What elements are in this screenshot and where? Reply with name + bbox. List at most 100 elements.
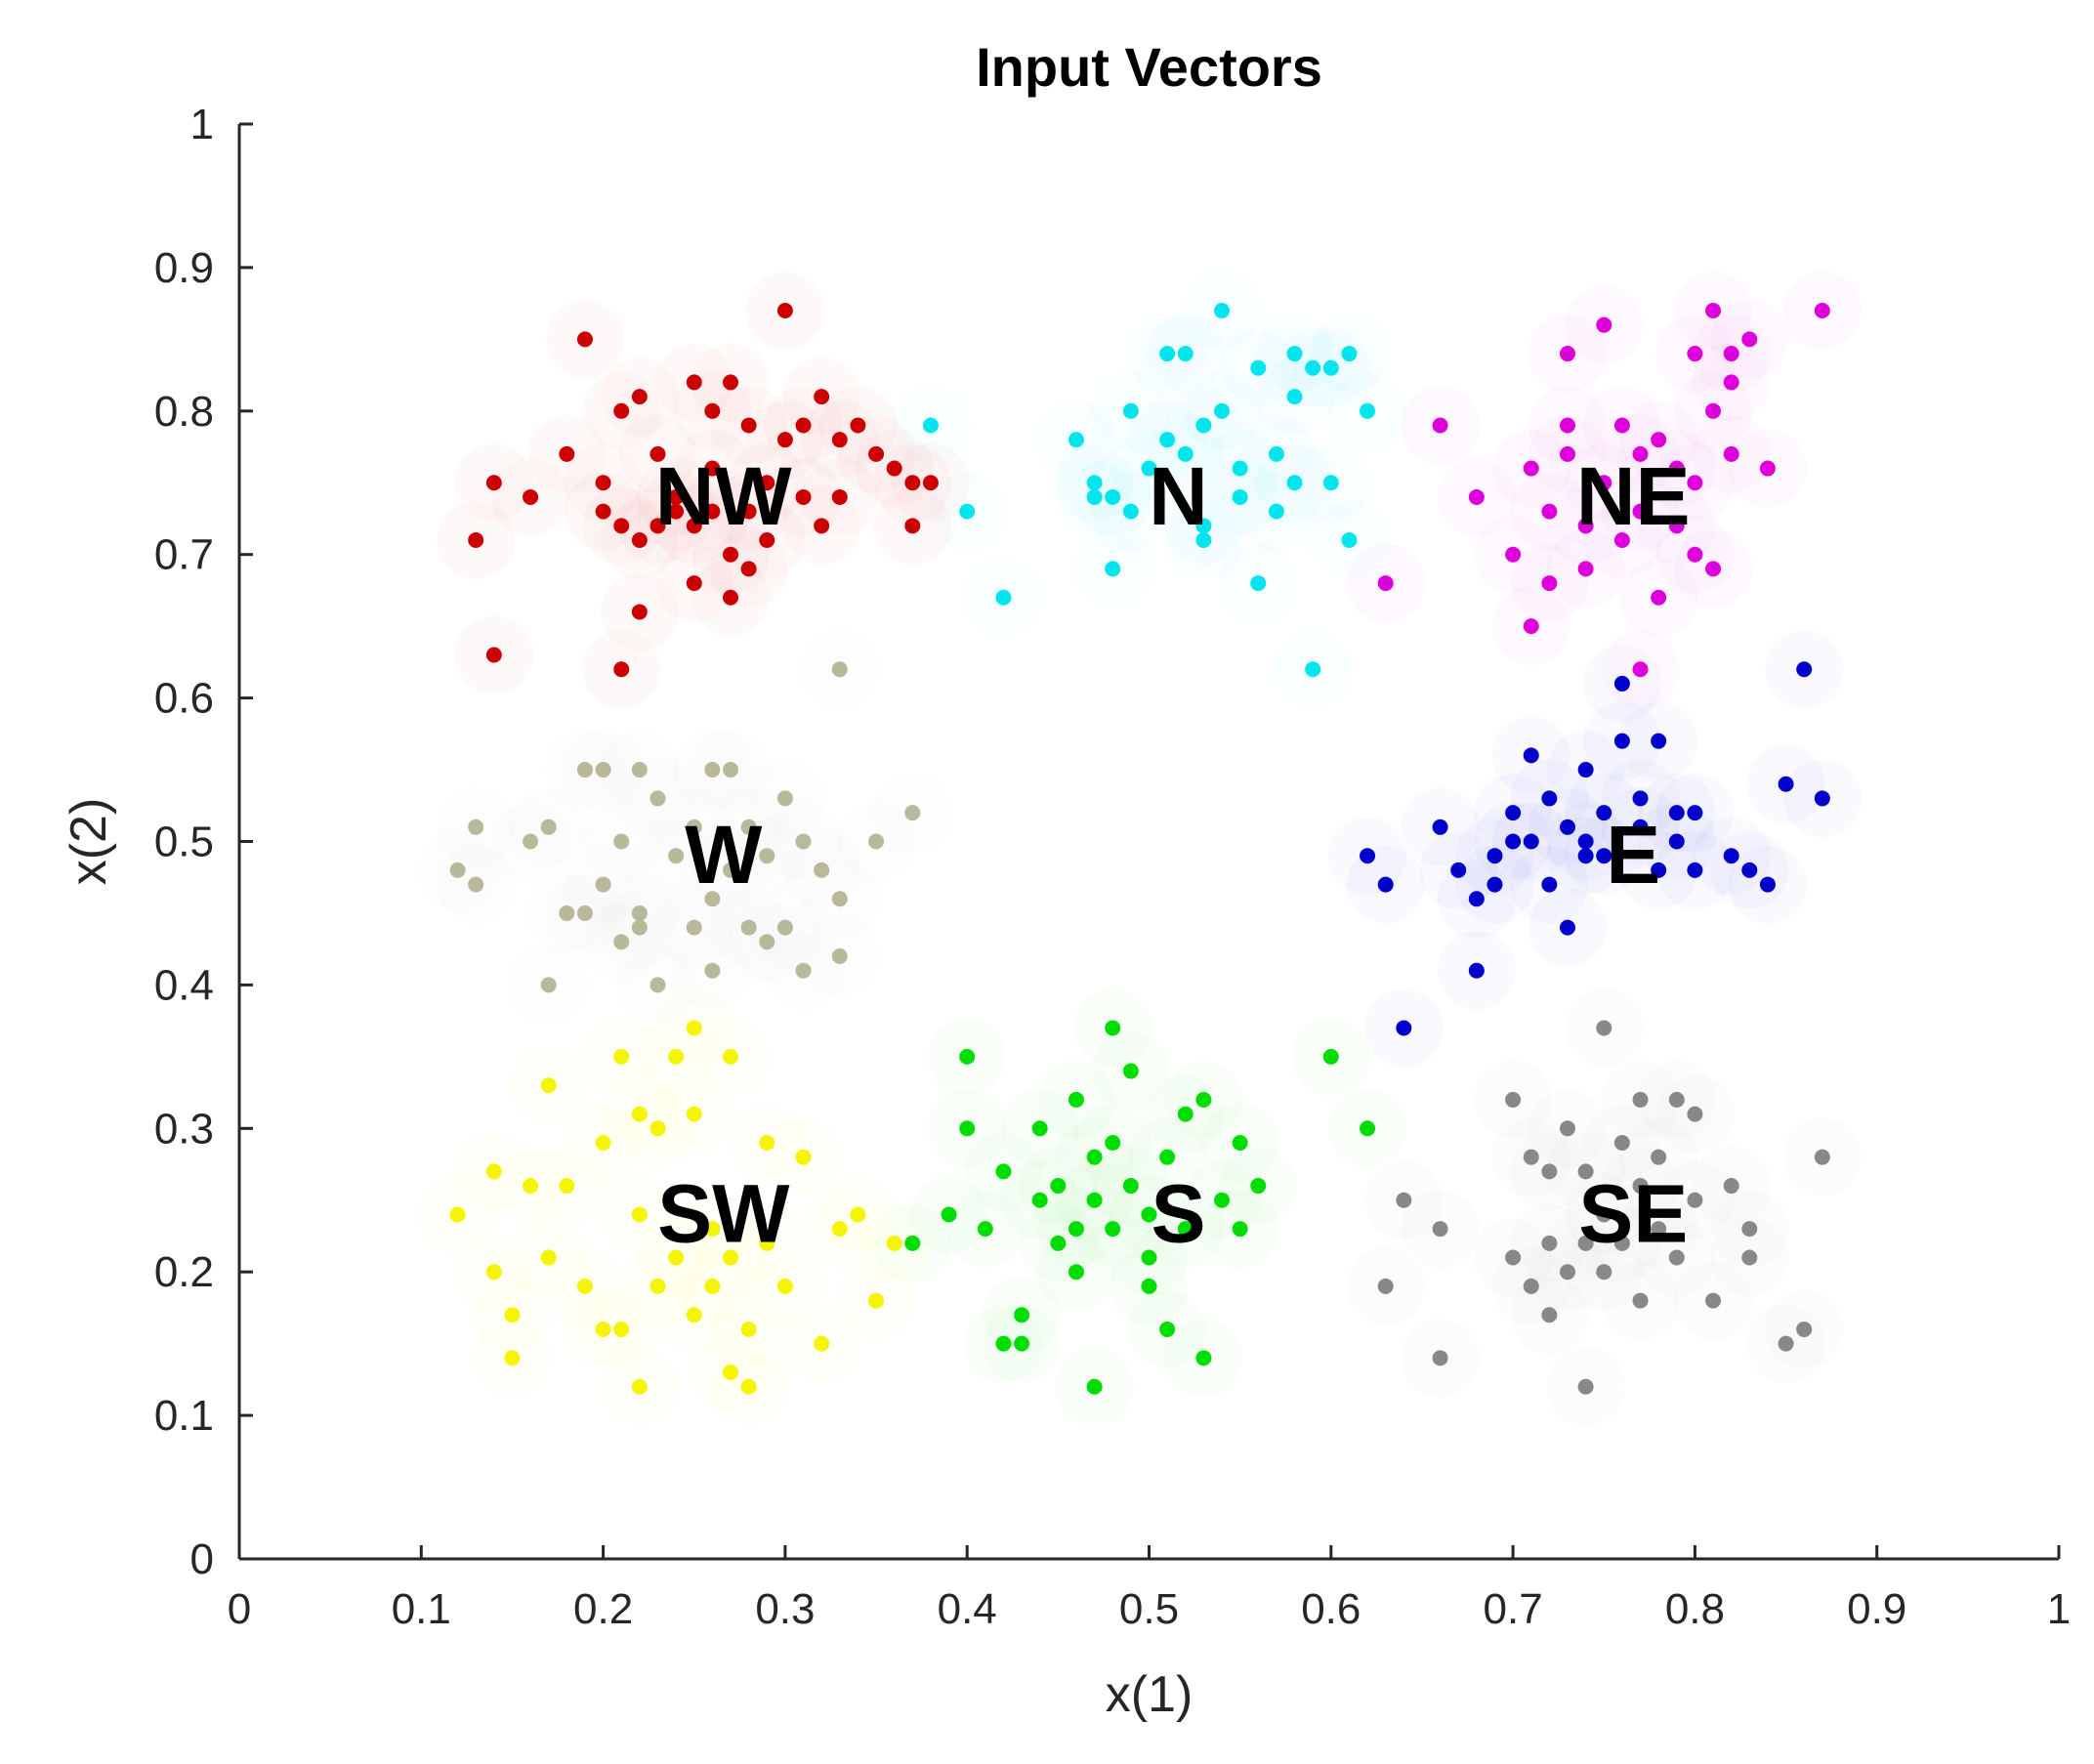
data-point (649, 1120, 666, 1137)
data-point (904, 475, 921, 491)
data-point (1360, 402, 1376, 419)
data-point (1523, 833, 1539, 850)
data-point (1632, 1091, 1649, 1108)
data-point (468, 819, 484, 835)
x-tick-label: 0.4 (938, 1585, 997, 1633)
data-point (1377, 1278, 1394, 1294)
data-point (1268, 503, 1284, 520)
series-5 (449, 1020, 902, 1395)
data-point (485, 475, 502, 491)
data-point (1651, 861, 1667, 878)
data-point (668, 1048, 685, 1065)
data-point (631, 1378, 648, 1395)
data-point (723, 1249, 739, 1266)
data-point (1050, 1178, 1067, 1195)
data-point (1651, 1149, 1667, 1165)
data-point (1559, 919, 1575, 936)
data-point (1105, 1020, 1121, 1036)
data-point (649, 790, 666, 807)
data-point (1741, 861, 1758, 878)
data-point (1031, 1120, 1048, 1137)
x-tick-label: 0.9 (1847, 1585, 1906, 1633)
data-point (795, 833, 812, 850)
data-point (1286, 475, 1303, 491)
data-point (631, 762, 648, 778)
data-point (1541, 1307, 1558, 1323)
data-point (631, 532, 648, 549)
data-point (1014, 1335, 1030, 1352)
data-point (559, 445, 575, 462)
data-point (759, 848, 775, 864)
data-point (1468, 488, 1485, 505)
y-axis-label: x(2) (61, 798, 117, 886)
data-point (649, 445, 666, 462)
data-point (959, 503, 976, 520)
data-point (1232, 1221, 1248, 1238)
x-tick-label: 0.5 (1119, 1585, 1179, 1633)
data-point (1177, 445, 1194, 462)
data-point (1268, 445, 1284, 462)
data-point (995, 589, 1012, 606)
data-point (686, 1020, 702, 1036)
data-point (704, 503, 721, 520)
data-point (795, 417, 812, 434)
data-point (1195, 417, 1212, 434)
data-point (1778, 1335, 1794, 1352)
data-point (1214, 1192, 1231, 1208)
data-point (613, 1321, 630, 1337)
data-point (1723, 445, 1739, 462)
data-point (831, 891, 848, 907)
data-point (740, 1321, 757, 1337)
data-point (1159, 1149, 1176, 1165)
data-point (1759, 460, 1776, 477)
cluster-label: N (1149, 450, 1208, 542)
data-point (576, 1278, 593, 1294)
cluster-label: NW (655, 450, 793, 542)
data-point (776, 919, 793, 936)
data-point (1741, 331, 1758, 348)
data-point (1577, 1235, 1594, 1251)
data-point (814, 861, 830, 878)
data-point (1632, 661, 1649, 678)
data-point (1577, 762, 1594, 778)
cluster-label-layer: NW N NE W E SW S SE (655, 450, 1691, 1259)
data-point (559, 1178, 575, 1195)
data-point (723, 589, 739, 606)
data-point (1705, 402, 1722, 419)
data-point (1505, 1091, 1522, 1108)
data-point (540, 1249, 557, 1266)
data-point (1577, 848, 1594, 864)
data-point (1232, 488, 1248, 505)
data-point (523, 833, 539, 850)
data-point (941, 1206, 957, 1223)
data-point (649, 1278, 666, 1294)
data-point (649, 977, 666, 993)
data-point (1559, 417, 1575, 434)
data-point (1632, 1292, 1649, 1309)
data-point-layer (449, 302, 1830, 1395)
data-point (1432, 1350, 1448, 1366)
data-point (468, 876, 484, 893)
data-point (1523, 460, 1539, 477)
data-point (1141, 1206, 1157, 1223)
data-point (1559, 1264, 1575, 1281)
y-tick-label: 0.6 (154, 675, 214, 723)
data-point (1814, 790, 1830, 807)
data-point (1050, 1235, 1067, 1251)
data-point (1741, 1249, 1758, 1266)
data-point (1232, 460, 1248, 477)
data-point (1068, 432, 1084, 448)
data-point (1159, 432, 1176, 448)
data-point (704, 891, 721, 907)
data-point (1341, 346, 1358, 362)
data-point (1068, 1264, 1084, 1281)
data-point (723, 861, 739, 878)
data-point (704, 762, 721, 778)
cluster-label: SW (657, 1167, 790, 1259)
data-point (1668, 1249, 1685, 1266)
data-point (959, 1120, 976, 1137)
data-point (1214, 302, 1231, 318)
data-point (686, 919, 702, 936)
data-point (468, 532, 484, 549)
data-point (613, 518, 630, 534)
